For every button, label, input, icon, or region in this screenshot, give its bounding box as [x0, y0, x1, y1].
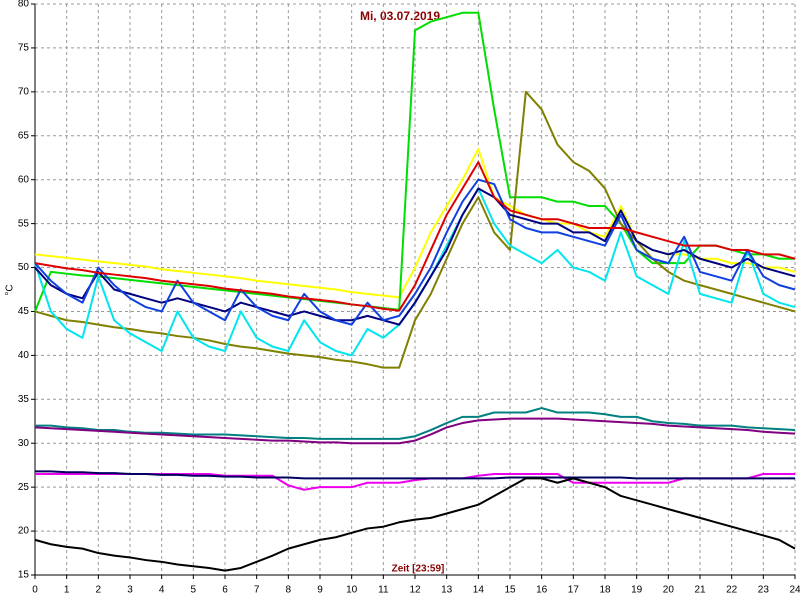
y-tick-label: 40: [18, 350, 30, 361]
y-tick-label: 35: [18, 394, 30, 405]
x-tick-label: 2: [96, 585, 102, 596]
x-tick-label: 15: [504, 585, 516, 596]
x-tick-label: 16: [536, 585, 548, 596]
x-tick-label: 6: [222, 585, 228, 596]
chart-title: Mi, 03.07.2019: [360, 9, 440, 23]
series-line: [34, 187, 796, 326]
x-tick-label: 11: [378, 585, 389, 596]
x-tick-label: 14: [473, 585, 485, 596]
x-tick-label: 10: [346, 585, 358, 596]
x-tick-label: 19: [631, 585, 643, 596]
x-tick-label: 9: [317, 585, 323, 596]
x-tick-label: 1: [64, 585, 70, 596]
x-tick-label: 7: [254, 585, 260, 596]
series-line: [34, 161, 796, 312]
x-tick-label: 0: [32, 585, 38, 596]
x-tick-label: 18: [599, 585, 611, 596]
x-tick-label: 23: [758, 585, 770, 596]
x-axis-label: Zeit [23:59]: [392, 564, 445, 575]
x-tick-label: 22: [726, 585, 738, 596]
x-tick-label: 12: [409, 585, 421, 596]
y-tick-label: 45: [18, 306, 30, 317]
y-tick-label: 20: [18, 526, 30, 537]
x-tick-label: 4: [159, 585, 165, 596]
x-tick-label: 24: [789, 585, 800, 596]
x-tick-label: 21: [694, 585, 706, 596]
series-line: [34, 477, 796, 572]
y-tick-label: 75: [18, 43, 30, 54]
y-tick-label: 60: [18, 174, 30, 185]
y-axis-label: °C: [5, 284, 16, 295]
series-line: [35, 470, 795, 480]
series-line: [34, 417, 796, 445]
y-tick-label: 15: [18, 570, 30, 581]
x-tick-label: 20: [663, 585, 675, 596]
y-tick-label: 50: [18, 262, 30, 273]
y-tick-label: 25: [18, 482, 30, 493]
x-tick-label: 17: [568, 585, 580, 596]
x-tick-label: 3: [127, 585, 133, 596]
series-line: [34, 90, 796, 369]
y-tick-label: 65: [18, 130, 30, 141]
series-line: [35, 407, 796, 440]
series-line: [34, 178, 796, 326]
y-tick-label: 80: [18, 0, 30, 10]
x-tick-label: 5: [191, 585, 197, 596]
x-tick-label: 8: [286, 585, 292, 596]
y-tick-label: 30: [18, 438, 30, 449]
x-tick-label: 13: [441, 585, 453, 596]
y-tick-label: 55: [18, 218, 30, 229]
y-tick-label: 70: [18, 86, 30, 97]
